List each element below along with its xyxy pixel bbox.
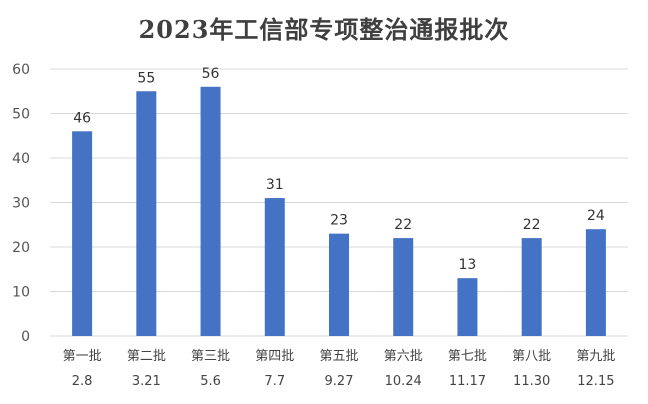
y-tick-label: 50 bbox=[12, 107, 30, 123]
bar bbox=[521, 238, 542, 336]
bar bbox=[457, 278, 478, 336]
bar bbox=[136, 91, 157, 336]
bar bbox=[329, 233, 349, 336]
x-tick-label: 第四批 bbox=[255, 349, 294, 364]
x-tick-label: 第九批 bbox=[576, 349, 615, 364]
x-tick-date: 11.17 bbox=[449, 374, 486, 389]
data-label: 22 bbox=[523, 217, 541, 233]
bar bbox=[585, 229, 606, 336]
x-tick-label: 第二批 bbox=[127, 349, 166, 364]
y-tick-label: 0 bbox=[21, 329, 30, 345]
chart-title: 2023年工信部专项整治通报批次 bbox=[138, 15, 510, 44]
x-tick-label: 第七批 bbox=[448, 349, 487, 364]
x-tick-date: 9.27 bbox=[325, 374, 354, 389]
y-tick-label: 30 bbox=[12, 196, 30, 212]
y-tick-label: 20 bbox=[12, 240, 30, 256]
x-tick-date: 5.6 bbox=[200, 374, 221, 389]
x-tick-label: 第一批 bbox=[63, 349, 102, 364]
x-tick-label: 第八批 bbox=[512, 349, 551, 364]
x-tick-label: 第三批 bbox=[191, 349, 230, 364]
x-tick-label: 第六批 bbox=[384, 349, 423, 364]
x-tick-label: 第五批 bbox=[319, 349, 358, 364]
x-tick-date: 2.8 bbox=[72, 374, 93, 389]
bar bbox=[393, 238, 414, 336]
data-label: 46 bbox=[73, 110, 91, 126]
data-label: 56 bbox=[202, 66, 220, 82]
data-label: 31 bbox=[266, 177, 284, 193]
x-tick-date: 12.15 bbox=[577, 374, 614, 389]
data-label: 55 bbox=[137, 70, 155, 86]
bar bbox=[264, 198, 285, 336]
y-tick-label: 60 bbox=[12, 62, 30, 78]
x-tick-date: 10.24 bbox=[385, 374, 422, 389]
x-tick-date: 11.30 bbox=[513, 374, 550, 389]
data-label: 13 bbox=[459, 257, 477, 273]
y-tick-label: 40 bbox=[12, 151, 30, 167]
x-tick-date: 7.7 bbox=[264, 374, 285, 389]
data-label: 24 bbox=[587, 208, 605, 224]
x-tick-date: 3.21 bbox=[132, 374, 161, 389]
bar bbox=[200, 86, 221, 336]
data-label: 23 bbox=[330, 213, 348, 229]
y-tick-label: 10 bbox=[12, 285, 30, 301]
data-label: 22 bbox=[394, 217, 412, 233]
bar bbox=[72, 131, 93, 336]
